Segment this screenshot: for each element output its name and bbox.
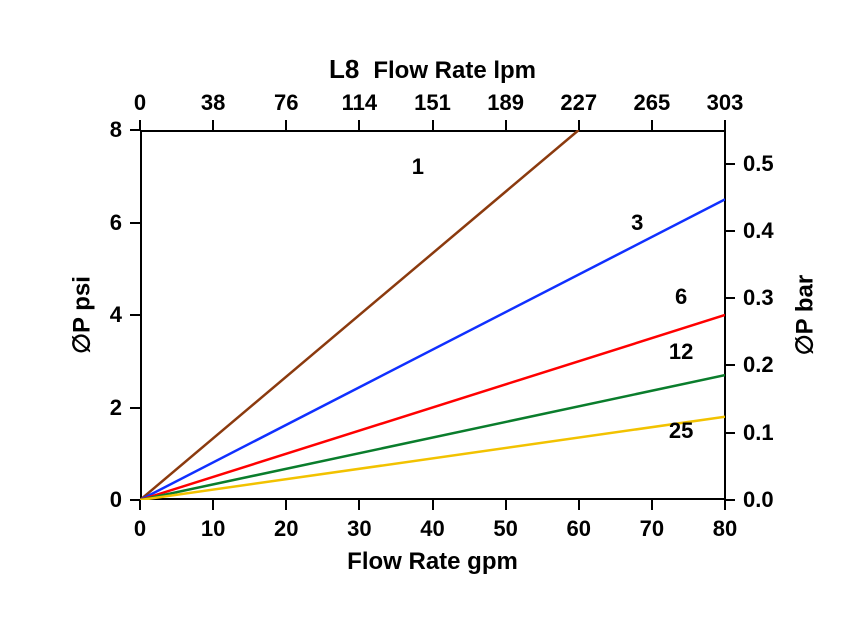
series-label-6: 6	[675, 284, 687, 310]
ytick-left	[130, 499, 140, 501]
xtick-label-top: 303	[707, 90, 744, 116]
xtick-bottom	[212, 500, 214, 510]
ytick-right	[725, 163, 735, 165]
y-axis-title-right: ∅P bar	[791, 275, 820, 356]
xtick-bottom	[139, 500, 141, 510]
ytick-label-left: 0	[110, 487, 122, 513]
xtick-top	[651, 120, 653, 130]
xtick-bottom	[432, 500, 434, 510]
xtick-bottom	[505, 500, 507, 510]
series-label-3: 3	[631, 210, 643, 236]
xtick-label-bottom: 10	[201, 516, 225, 542]
ytick-label-right: 0.1	[743, 420, 774, 446]
ytick-left	[130, 129, 140, 131]
ytick-label-left: 2	[110, 395, 122, 421]
series-line-1	[140, 130, 579, 500]
ytick-right	[725, 432, 735, 434]
xtick-bottom	[651, 500, 653, 510]
xtick-top	[358, 120, 360, 130]
xtick-bottom	[724, 500, 726, 510]
ytick-right	[725, 364, 735, 366]
ytick-left	[130, 407, 140, 409]
xtick-top	[432, 120, 434, 130]
xtick-label-top: 0	[134, 90, 146, 116]
xtick-label-top: 265	[634, 90, 671, 116]
xtick-label-bottom: 0	[134, 516, 146, 542]
ytick-label-left: 8	[110, 117, 122, 143]
xtick-label-bottom: 50	[493, 516, 517, 542]
xtick-label-bottom: 60	[567, 516, 591, 542]
xtick-label-bottom: 70	[640, 516, 664, 542]
xtick-top	[212, 120, 214, 130]
ytick-label-right: 0.5	[743, 151, 774, 177]
ytick-label-right: 0.4	[743, 218, 774, 244]
series-line-3	[140, 199, 725, 500]
ytick-label-right: 0.3	[743, 285, 774, 311]
xtick-bottom	[578, 500, 580, 510]
xtick-bottom	[285, 500, 287, 510]
ytick-right	[725, 297, 735, 299]
x-axis-title-bottom: Flow Rate gpm	[347, 548, 518, 576]
top-axis-prefix: L8	[329, 54, 359, 84]
xtick-label-bottom: 40	[420, 516, 444, 542]
xtick-label-top: 189	[487, 90, 524, 116]
xtick-label-bottom: 80	[713, 516, 737, 542]
ytick-right	[725, 499, 735, 501]
series-label-25: 25	[669, 418, 693, 444]
series-label-1: 1	[412, 154, 424, 180]
xtick-label-bottom: 30	[347, 516, 371, 542]
x-axis-title-top: Flow Rate lpm	[373, 57, 536, 84]
xtick-top	[505, 120, 507, 130]
xtick-label-top: 151	[414, 90, 451, 116]
series-line-6	[140, 315, 725, 500]
xtick-label-bottom: 20	[274, 516, 298, 542]
ytick-left	[130, 314, 140, 316]
ytick-label-left: 4	[110, 302, 122, 328]
xtick-label-top: 38	[201, 90, 225, 116]
ytick-left	[130, 222, 140, 224]
xtick-label-top: 76	[274, 90, 298, 116]
y-axis-title-left: ∅P psi	[68, 276, 97, 354]
series-label-12: 12	[669, 339, 693, 365]
xtick-label-top: 114	[342, 90, 378, 116]
xtick-bottom	[358, 500, 360, 510]
series-line-12	[140, 375, 725, 500]
xtick-top	[724, 120, 726, 130]
xtick-top	[578, 120, 580, 130]
ytick-label-right: 0.2	[743, 352, 774, 378]
ytick-label-right: 0.0	[743, 487, 774, 513]
series-line-25	[140, 417, 725, 500]
x-axis-title-top-wrap: L8 Flow Rate lpm	[329, 54, 536, 85]
xtick-top	[285, 120, 287, 130]
ytick-right	[725, 230, 735, 232]
xtick-label-top: 227	[560, 90, 597, 116]
ytick-label-left: 6	[110, 210, 122, 236]
